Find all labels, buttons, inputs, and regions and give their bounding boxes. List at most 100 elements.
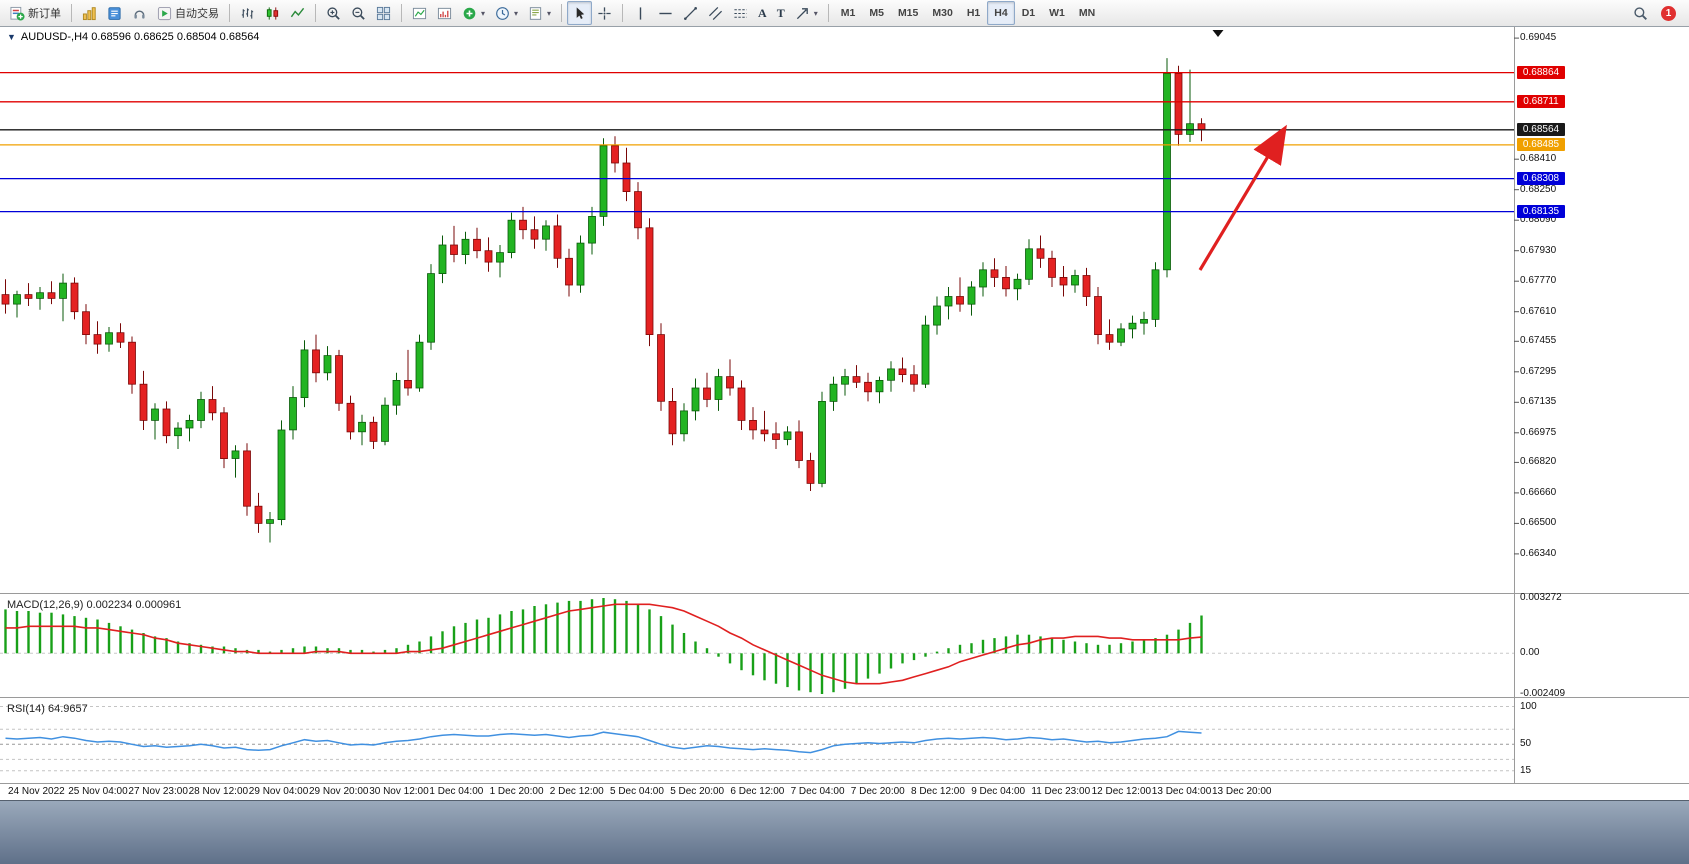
tf-w1-button[interactable]: W1	[1042, 1, 1072, 25]
periods-button[interactable]: ▾	[490, 1, 523, 25]
price-line-label: 0.68864	[1517, 66, 1565, 80]
chart-title-text: AUDUSD-,H4 0.68596 0.68625 0.68504 0.685…	[20, 31, 260, 43]
line-chart-icon	[290, 6, 305, 21]
search-button[interactable]	[1628, 1, 1653, 25]
dropdown-caret-icon: ▾	[481, 8, 486, 18]
label-tool-button-glyph: T	[776, 5, 785, 20]
ind-line-icon	[412, 6, 427, 21]
chart-title: ▼ AUDUSD-,H4 0.68596 0.68625 0.68504 0.6…	[7, 31, 259, 43]
toolbar-separator	[315, 4, 316, 22]
new-order-button[interactable]: 新订单	[5, 1, 66, 25]
macd-axis-label: 0.00	[1520, 647, 1540, 659]
cursor-button[interactable]	[567, 1, 593, 25]
price-axis[interactable]: 0.69045 0.68410 0.68250 0.68090 0.67930 0.677…	[1515, 27, 1689, 783]
tf-m5-button-label: M5	[869, 7, 884, 19]
new-chart-button[interactable]	[102, 1, 127, 25]
window-background	[0, 800, 1689, 864]
tf-m1-button-label: M1	[840, 7, 856, 19]
fibo-tool-button[interactable]	[728, 1, 753, 25]
tf-d1-button[interactable]: D1	[1015, 1, 1042, 25]
time-axis-label: 8 Dec 12:00	[911, 786, 965, 797]
add-indicator-button[interactable]: ▾	[457, 1, 490, 25]
toolbar-separator	[561, 4, 563, 22]
dropdown-caret-icon: ▾	[547, 8, 552, 18]
chart-canvas[interactable]	[0, 27, 1689, 800]
label-tool-button[interactable]: T	[772, 1, 790, 25]
notification-badge[interactable]: 1	[1661, 5, 1676, 21]
hline-icon	[658, 6, 673, 21]
tf-m15-button-label: M15	[897, 7, 919, 19]
toolbar-separator	[71, 4, 72, 22]
price-axis-label: 0.67295	[1520, 365, 1557, 377]
price-axis-label: 0.68090	[1520, 214, 1557, 226]
indicators-button[interactable]	[407, 1, 432, 25]
zoom-out-button[interactable]	[346, 1, 371, 25]
price-axis-label: 0.66660	[1520, 486, 1557, 498]
tf-h1-button-label: H1	[966, 7, 981, 19]
autotrade-button[interactable]: 自动交易	[152, 1, 224, 25]
headset-icon	[132, 6, 147, 21]
tf-d1-button-label: D1	[1021, 7, 1036, 19]
tf-h1-button[interactable]: H1	[960, 1, 987, 25]
vline-tool-button[interactable]	[628, 1, 653, 25]
indicator-window-button[interactable]	[432, 1, 457, 25]
text-tool-button[interactable]: A	[753, 1, 772, 25]
line-chart-button[interactable]	[285, 1, 310, 25]
tile-windows-icon	[376, 6, 391, 21]
tf-m15-button[interactable]: M15	[891, 1, 925, 25]
crosshair-button[interactable]	[592, 1, 617, 25]
add-circle-icon	[462, 6, 477, 21]
toolbar-right: 1	[1628, 1, 1684, 25]
tf-mn-button[interactable]: MN	[1072, 1, 1102, 25]
price-axis-label: 0.68410	[1520, 153, 1557, 165]
bar-chart-button[interactable]	[235, 1, 260, 25]
new-order-button-label: 新订单	[28, 8, 61, 20]
tf-h4-button[interactable]: H4	[987, 1, 1015, 25]
price-line-label: 0.68711	[1517, 95, 1565, 109]
cursor-icon	[572, 6, 587, 21]
market-watch-button[interactable]	[127, 1, 152, 25]
templates-button[interactable]: ▾	[523, 1, 556, 25]
time-axis-label: 30 Nov 12:00	[369, 786, 429, 797]
chart-window[interactable]: ▼ AUDUSD-,H4 0.68596 0.68625 0.68504 0.6…	[0, 27, 1689, 800]
vline-icon	[633, 6, 648, 21]
time-axis-label: 7 Dec 04:00	[790, 786, 845, 797]
tf-m5-button[interactable]: M5	[862, 1, 891, 25]
time-axis-label: 29 Nov 04:00	[248, 786, 309, 797]
tf-m1-button[interactable]: M1	[834, 1, 863, 25]
tile-windows-button[interactable]	[371, 1, 396, 25]
rsi-axis-label: 100	[1520, 700, 1537, 712]
price-axis-label: 0.67455	[1520, 335, 1557, 347]
time-axis[interactable]: 24 Nov 2022 25 Nov 04:00 27 Nov 23:00 28 No…	[0, 785, 1514, 800]
time-axis-label: 13 Dec 20:00	[1212, 786, 1272, 797]
candle-chart-button[interactable]	[260, 1, 285, 25]
hline-tool-button[interactable]	[653, 1, 678, 25]
tf-h4-button-label: H4	[994, 7, 1008, 19]
time-axis-label: 9 Dec 04:00	[971, 786, 1026, 797]
channel-tool-button[interactable]	[703, 1, 728, 25]
shapes-icon	[795, 6, 810, 21]
arrows-tool-button[interactable]: ▾	[790, 1, 823, 25]
toolbar-separator	[401, 4, 402, 22]
price-line-label: 0.68564	[1517, 123, 1565, 137]
charts-stack-button[interactable]	[77, 1, 102, 25]
fibo-icon	[733, 6, 748, 21]
time-axis-label: 7 Dec 20:00	[850, 786, 905, 797]
rsi-label: RSI(14) 64.9657	[7, 703, 88, 715]
candles-icon	[265, 6, 280, 21]
time-axis-label: 1 Dec 20:00	[489, 786, 544, 797]
tf-mn-button-label: MN	[1078, 7, 1096, 19]
dropdown-caret-icon: ▾	[813, 8, 818, 18]
tf-m30-button-label: M30	[932, 7, 953, 19]
price-axis-label: 0.67610	[1520, 305, 1557, 317]
price-line-label: 0.68135	[1517, 205, 1565, 219]
zoom-in-button[interactable]	[321, 1, 346, 25]
time-axis-label: 11 Dec 23:00	[1031, 786, 1091, 797]
zoom-in-icon	[326, 6, 341, 21]
time-axis-label: 13 Dec 04:00	[1151, 786, 1212, 797]
trendline-tool-button[interactable]	[678, 1, 703, 25]
price-axis-label: 0.69045	[1520, 32, 1557, 44]
tf-m30-button[interactable]: M30	[925, 1, 959, 25]
toolbar-separator	[622, 4, 624, 22]
zoom-out-icon	[351, 6, 366, 21]
